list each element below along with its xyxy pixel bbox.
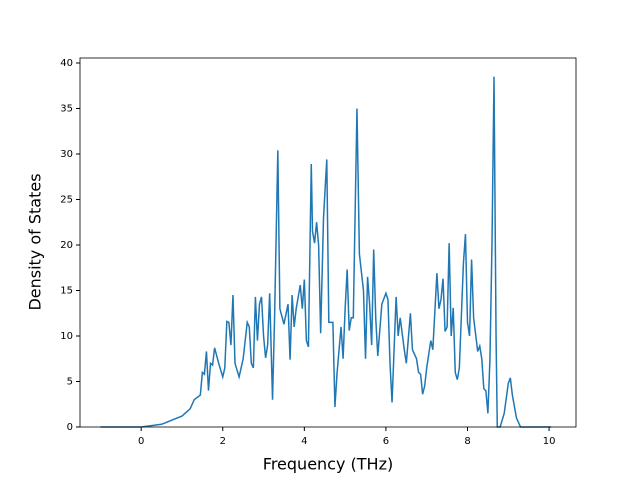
y-axis-label: Density of States xyxy=(26,173,45,310)
x-tick-label: 0 xyxy=(138,436,144,447)
y-tick-label: 5 xyxy=(67,377,73,388)
x-tick-label: 2 xyxy=(220,436,226,447)
y-tick-label: 25 xyxy=(60,195,73,206)
y-tick-label: 20 xyxy=(60,240,73,251)
y-tick-label: 30 xyxy=(60,149,73,160)
y-tick-label: 15 xyxy=(60,286,73,297)
y-tick-label: 0 xyxy=(67,422,73,433)
x-tick-label: 4 xyxy=(301,436,307,447)
data-line xyxy=(100,76,552,428)
x-tick-label: 6 xyxy=(383,436,389,447)
x-tick-label: 10 xyxy=(543,436,556,447)
y-tick-label: 40 xyxy=(60,58,73,69)
y-tick-label: 35 xyxy=(60,104,73,115)
y-tick-label: 10 xyxy=(60,331,73,342)
plot-frame xyxy=(79,57,577,428)
x-tick-label: 8 xyxy=(464,436,470,447)
x-axis-label: Frequency (THz) xyxy=(263,455,393,474)
